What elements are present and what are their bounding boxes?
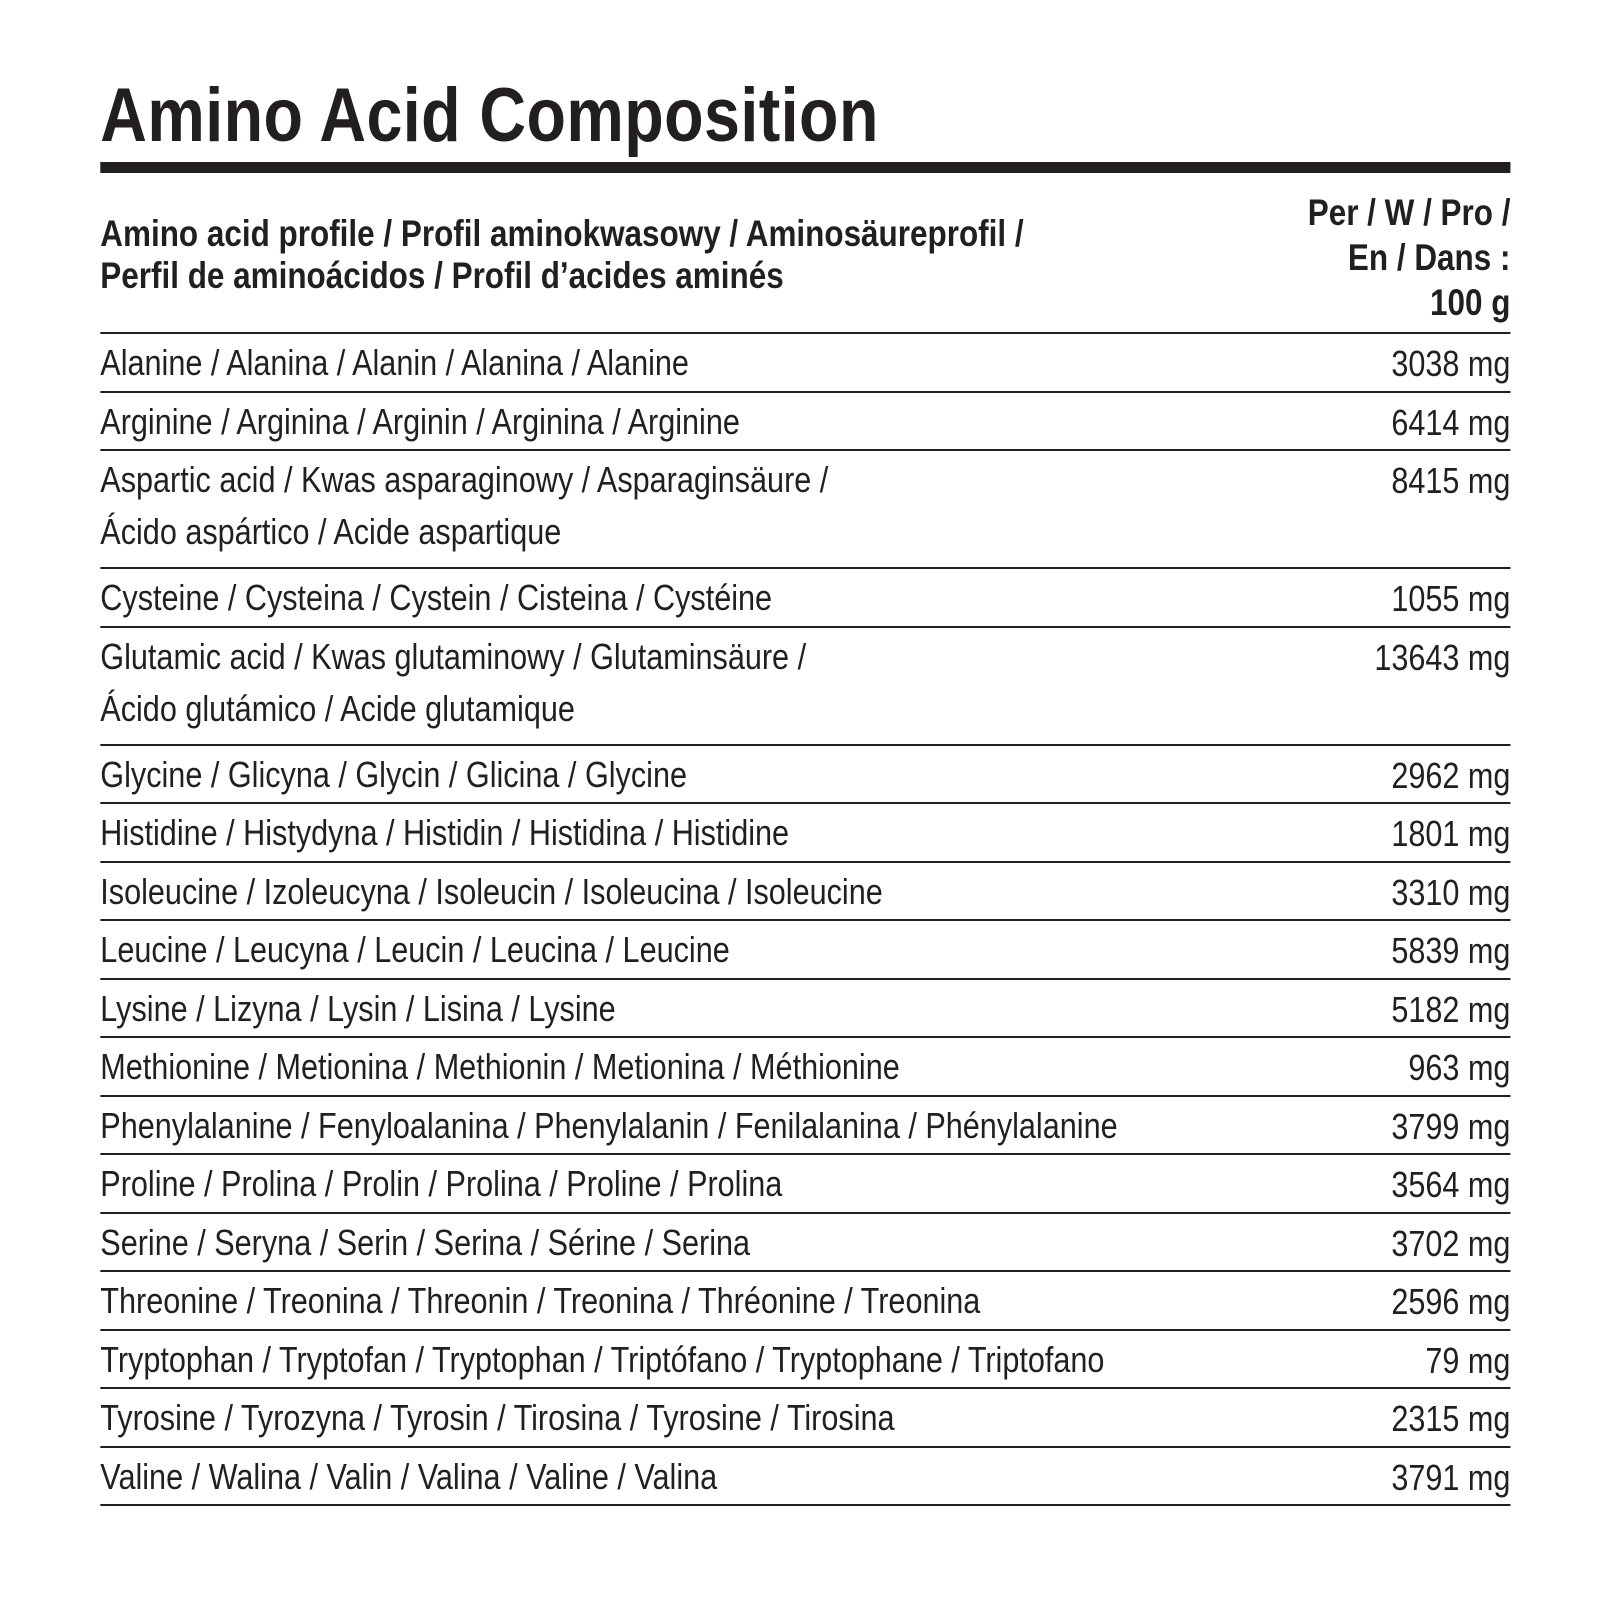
amino-acid-value: 963 mg [1408,1047,1511,1088]
table-row: Leucine / Leucyna / Leucin / Leucina / L… [100,921,1510,980]
amino-acid-name: Glutamic acid / Kwas glutaminowy / Gluta… [100,628,806,744]
amino-acid-value: 3702 mg [1391,1222,1511,1264]
name-text: Valine / Walina / Valin / Valina / Valin… [100,1455,718,1497]
amino-acid-name: Lysine / Lizyna / Lysin / Lisina / Lysin… [100,980,615,1037]
table-row: Lysine / Lizyna / Lysin / Lisina / Lysin… [100,980,1511,1038]
table-row: Tryptophan / Tryptofan / Tryptophan / Tr… [100,1331,1511,1389]
name-text: Glycine / Glicyna / Glycin / Glicina / G… [100,753,687,795]
table-row: Cysteine / Cysteina / Cystein / Cisteina… [100,569,1510,628]
amino-acid-name: Arginine / Arginina / Arginin / Arginina… [100,393,740,450]
header-row: Amino acid profile / Profil aminokwasowy… [100,173,1510,334]
amino-acid-value: 3310 mg [1391,871,1511,913]
name-text: Serine / Seryna / Serin / Serina / Sérin… [100,1221,751,1263]
table-row: Histidine / Histydyna / Histidin / Histi… [100,804,1510,863]
table-row: Proline / Prolina / Prolin / Prolina / P… [100,1155,1510,1214]
table-row: Tyrosine / Tyrozyna / Tyrosin / Tirosina… [100,1389,1510,1448]
table-row: Isoleucine / Izoleucyna / Isoleucin / Is… [100,863,1511,921]
table-row: Glutamic acid / Kwas glutaminowy / Gluta… [100,628,1510,746]
name-text: Leucine / Leucyna / Leucin / Leucina / L… [100,929,730,970]
table-row: Methionine / Metionina / Methionin / Met… [100,1038,1510,1097]
amino-acid-value: 8415 mg [1391,460,1511,501]
table-row: Arginine / Arginina / Arginin / Arginina… [100,393,1511,451]
amino-acid-value: 3038 mg [1391,343,1511,384]
name-text: Threonine / Treonina / Threonin / Treoni… [100,1280,981,1321]
header-text: Amino acid profile / Profil aminokwasowy… [100,213,1024,254]
name-text: Lysine / Lizyna / Lysin / Lisina / Lysin… [100,987,616,1029]
name-text: Aspartic acid / Kwas asparaginowy / Aspa… [100,459,829,500]
amino-acid-name: Alanine / Alanina / Alanin / Alanina / A… [100,334,689,391]
name-text: Arginine / Arginina / Arginin / Arginina… [100,400,740,442]
name-text: Isoleucine / Izoleucyna / Isoleucin / Is… [100,870,883,912]
amino-acid-name: Aspartic acid / Kwas asparaginowy / Aspa… [100,451,828,567]
title: Amino Acid Composition [100,73,879,158]
amino-acid-value: 5182 mg [1391,988,1511,1030]
name-text: Glutamic acid / Kwas glutaminowy / Gluta… [100,635,807,677]
name-text: Alanine / Alanina / Alanin / Alanina / A… [100,342,689,383]
amino-acid-name: Proline / Prolina / Prolin / Prolina / P… [100,1155,782,1212]
amino-acid-value: 2962 mg [1391,754,1511,796]
amino-acid-value: 6414 mg [1391,401,1511,443]
table: Amino acid profile / Profil aminokwasowy… [100,173,1510,1506]
name-text: Tryptophan / Tryptofan / Tryptophan / Tr… [100,1338,1105,1380]
amino-acid-value: 3799 mg [1391,1105,1511,1147]
name-text: Ácido aspártico / Acide aspartique [100,511,562,552]
amino-acid-value: 2596 mg [1391,1281,1511,1322]
amino-acid-name: Valine / Walina / Valin / Valina / Valin… [100,1448,717,1505]
name-text: Phenylalanine / Fenyloalanina / Phenylal… [100,1104,1118,1146]
name-text: Proline / Prolina / Prolin / Prolina / P… [100,1163,783,1204]
table-row: Glycine / Glicyna / Glycin / Glicina / G… [100,746,1511,804]
amino-acid-name: Leucine / Leucyna / Leucin / Leucina / L… [100,921,729,978]
name-text: Histidine / Histydyna / Histidin / Histi… [100,812,790,853]
name-text: Ácido glutámico / Acide glutamique [100,687,575,729]
amino-acid-name: Cysteine / Cysteina / Cystein / Cisteina… [100,569,772,626]
amino-acid-value: 1055 mg [1391,578,1511,619]
name-text: Tyrosine / Tyrozyna / Tyrosin / Tirosina… [100,1397,895,1438]
table-row: Serine / Seryna / Serin / Serina / Sérin… [100,1214,1511,1272]
title-rule [100,162,1511,173]
amino-acid-value: 3791 mg [1391,1456,1511,1498]
header-name: Amino acid profile / Profil aminokwasowy… [100,173,1023,332]
table-row: Alanine / Alanina / Alanin / Alanina / A… [100,334,1510,393]
amino-acid-value: 1801 mg [1391,813,1511,854]
content: Amino Acid Composition Amino acid profil… [100,0,1510,1506]
header-value: Per / W / Pro / En / Dans :100 g [1308,173,1511,332]
amino-acid-name: Methionine / Metionina / Methionin / Met… [100,1038,899,1095]
header-text: En / Dans : [1347,237,1511,278]
table-row: Valine / Walina / Valin / Valina / Valin… [100,1448,1511,1506]
amino-acid-name: Threonine / Treonina / Threonin / Treoni… [100,1272,980,1329]
header-text: 100 g [1430,282,1511,323]
header-text: Per / W / Pro / [1307,192,1511,233]
amino-acid-name: Phenylalanine / Fenyloalanina / Phenylal… [100,1097,1117,1154]
name-text: Cysteine / Cysteina / Cystein / Cisteina… [100,577,773,618]
amino-acid-name: Serine / Seryna / Serin / Serina / Sérin… [100,1214,750,1271]
amino-acid-name: Isoleucine / Izoleucyna / Isoleucin / Is… [100,863,882,920]
amino-acid-value: 79 mg [1425,1339,1511,1381]
name-text: Methionine / Metionina / Methionin / Met… [100,1046,900,1087]
amino-acid-value: 2315 mg [1391,1398,1511,1439]
amino-acid-name: Histidine / Histydyna / Histidin / Histi… [100,804,789,861]
amino-acid-name: Tryptophan / Tryptofan / Tryptophan / Tr… [100,1331,1104,1388]
header-text: Perfil de aminoácidos / Profil d’acides … [100,255,784,296]
table-row: Phenylalanine / Fenyloalanina / Phenylal… [100,1097,1511,1155]
amino-acid-value: 5839 mg [1391,930,1511,971]
table-row: Aspartic acid / Kwas asparaginowy / Aspa… [100,451,1510,569]
table-row: Threonine / Treonina / Threonin / Treoni… [100,1272,1510,1331]
table-wrap: Amino Acid Composition Amino acid profil… [100,0,1510,1506]
amino-acid-value: 13643 mg [1374,636,1511,678]
amino-acid-name: Glycine / Glicyna / Glycin / Glicina / G… [100,746,687,803]
amino-acid-value: 3564 mg [1391,1164,1511,1205]
amino-acid-name: Tyrosine / Tyrozyna / Tyrosin / Tirosina… [100,1389,894,1446]
